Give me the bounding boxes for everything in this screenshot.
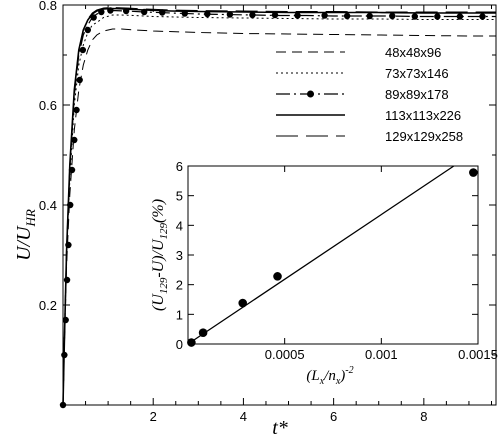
inset-y-tick-label: 0: [176, 337, 183, 352]
series-marker-89x89x178: [389, 12, 396, 20]
main-y-tick-label: 0.8: [39, 0, 57, 13]
legend-label-48x48x96: 48x48x96: [385, 45, 441, 60]
inset-x-axis-title-sup: -2: [345, 365, 353, 376]
main-y-axis-title-main: U/U: [13, 225, 35, 261]
inset-y-axis-title-mid: -U)/U: [150, 238, 167, 278]
inset-y-axis-title-end: (%): [150, 199, 167, 223]
main-y-tick-label: 0.6: [39, 98, 57, 113]
series-line-48x48x96: [62, 28, 496, 406]
series-marker-89x89x178: [73, 106, 80, 114]
legend-label-73x73x146: 73x73x146: [385, 66, 449, 81]
inset-y-axis-title: (U129-U)/U129(%): [150, 199, 170, 311]
series-marker-89x89x178: [434, 13, 441, 20]
inset-x-axis: 0.0005 0.001 0.0015: [265, 166, 498, 362]
main-x-tick-label: 2: [150, 409, 157, 424]
inset-fit-line: [187, 165, 455, 345]
series-marker-89x89x178: [79, 46, 87, 54]
inset-x-tick-label: 0.0015: [458, 347, 498, 362]
series-marker-89x89x178: [84, 26, 92, 34]
main-series-group: [59, 6, 496, 409]
series-marker-89x89x178: [343, 12, 351, 20]
series-marker-89x89x178: [63, 276, 71, 284]
inset-y-tick-label: 2: [176, 278, 183, 293]
inset-plot-frame: [187, 165, 479, 345]
inset-data-point: [187, 338, 196, 347]
main-x-axis-title: t*: [272, 417, 288, 439]
inset-x-axis-title-sub1: x: [319, 376, 325, 387]
series-marker-89x89x178: [76, 76, 83, 84]
inset-x-axis-title: (Lx/nx)-2: [306, 365, 353, 387]
legend-marker-89x89x178: [307, 90, 314, 98]
inset-y-tick-label: 3: [176, 248, 183, 263]
main-y-axis-title: U/UHR: [13, 209, 38, 261]
inset-y-tick-label: 5: [176, 189, 183, 204]
inset-y-axis-title-sub2: 129: [158, 222, 170, 239]
inset-data-point: [198, 328, 208, 338]
inset-x-tick-label: 0.001: [365, 347, 398, 362]
inset-x-axis-title-main: (L: [306, 368, 319, 384]
series-marker-89x89x178: [479, 13, 486, 20]
main-plot: 2 4 6 8 0.2 0.4 0.6 0.8 t* U/UHR: [13, 0, 497, 439]
main-y-axis: 0.2 0.4 0.6 0.8: [39, 0, 496, 356]
series-marker-89x89x178: [366, 12, 373, 20]
series-marker-89x89x178: [411, 13, 419, 20]
series-marker-89x89x178: [321, 12, 328, 19]
legend: 48x48x96 73x73x146 89x89x178 113x113x226 129…: [276, 45, 463, 144]
main-x-tick-label: 6: [330, 409, 337, 424]
legend-label-89x89x178: 89x89x178: [385, 87, 449, 102]
main-x-tick-label: 4: [240, 409, 247, 424]
inset-y-tick-label: 6: [176, 159, 183, 174]
inset-x-axis-title-sub2: x: [335, 376, 341, 387]
inset-series-group: [187, 165, 478, 347]
series-line-129x129x258: [62, 6, 496, 406]
series-marker-89x89x178: [249, 11, 256, 19]
main-x-tick-label: 8: [420, 409, 427, 424]
inset-data-point: [273, 272, 282, 281]
main-y-tick-label: 0.2: [39, 298, 57, 313]
legend-label-129x129x258: 129x129x258: [385, 129, 463, 144]
inset-y-axis-title-main1: (U: [150, 293, 167, 311]
main-y-tick-label: 0.4: [39, 198, 57, 213]
inset-x-axis-title-end: ): [339, 368, 345, 384]
inset-x-tick-label: 0.0005: [265, 347, 305, 362]
inset-x-axis-title-mid: /n: [323, 368, 336, 384]
legend-label-113x113x226: 113x113x226: [385, 108, 461, 123]
main-y-axis-title-subscript: HR: [23, 209, 38, 227]
inset-y-tick-label: 1: [176, 307, 183, 322]
series-marker-89x89x178: [294, 12, 301, 19]
main-x-axis: 2 4 6 8: [85, 5, 492, 424]
inset-data-point: [238, 298, 248, 308]
series-marker-89x89x178: [456, 13, 464, 20]
series-marker-89x89x178: [90, 14, 97, 21]
series-marker-89x89x178: [226, 11, 234, 18]
inset-y-axis-title-sub1: 129: [158, 277, 170, 294]
series-marker-89x89x178: [271, 11, 279, 19]
inset-data-point: [469, 168, 478, 177]
series-marker-89x89x178: [71, 136, 78, 144]
inset-y-tick-label: 4: [176, 218, 183, 233]
